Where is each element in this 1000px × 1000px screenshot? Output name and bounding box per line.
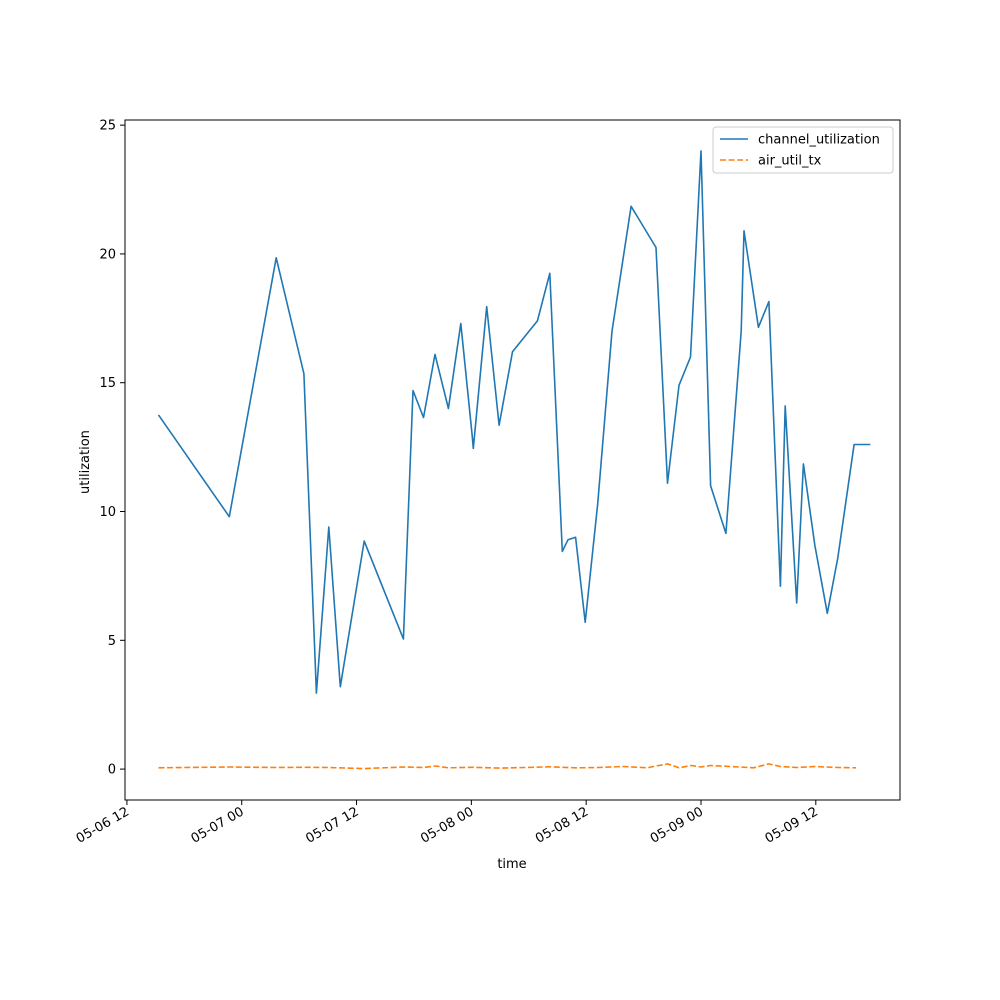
series-line-channel-utilization — [157, 150, 871, 694]
y-tick-label: 20 — [99, 247, 116, 262]
y-tick-label: 15 — [99, 376, 116, 391]
legend: channel_utilization air_util_tx — [712, 126, 894, 174]
y-axis: 0 5 10 15 20 25 — [99, 119, 125, 778]
x-axis-label: time — [497, 857, 526, 872]
legend-label: channel_utilization — [758, 133, 880, 148]
y-tick-label: 25 — [99, 119, 116, 134]
x-tick-label: 05-09 00 — [648, 804, 706, 846]
y-axis-label: utilization — [78, 430, 93, 494]
series-layer — [157, 150, 871, 770]
y-tick-label: 10 — [99, 505, 116, 520]
x-tick-label: 05-09 12 — [763, 804, 821, 846]
legend-box — [712, 126, 894, 174]
x-tick-label: 05-08 12 — [533, 804, 591, 846]
y-tick-label: 5 — [108, 634, 116, 649]
x-tick-label: 05-08 00 — [418, 804, 476, 846]
x-tick-label: 05-07 12 — [303, 804, 361, 846]
x-tick-label: 05-06 12 — [74, 804, 132, 846]
plot-area — [124, 119, 901, 801]
x-tick-label: 05-07 00 — [189, 804, 247, 846]
series-line-air-util-tx — [158, 763, 857, 770]
legend-label: air_util_tx — [758, 154, 822, 169]
x-axis: 05-06 12 05-07 00 05-07 12 05-08 00 05-08 12… — [74, 800, 821, 847]
y-tick-label: 0 — [108, 763, 116, 778]
plot-frame — [124, 119, 901, 801]
